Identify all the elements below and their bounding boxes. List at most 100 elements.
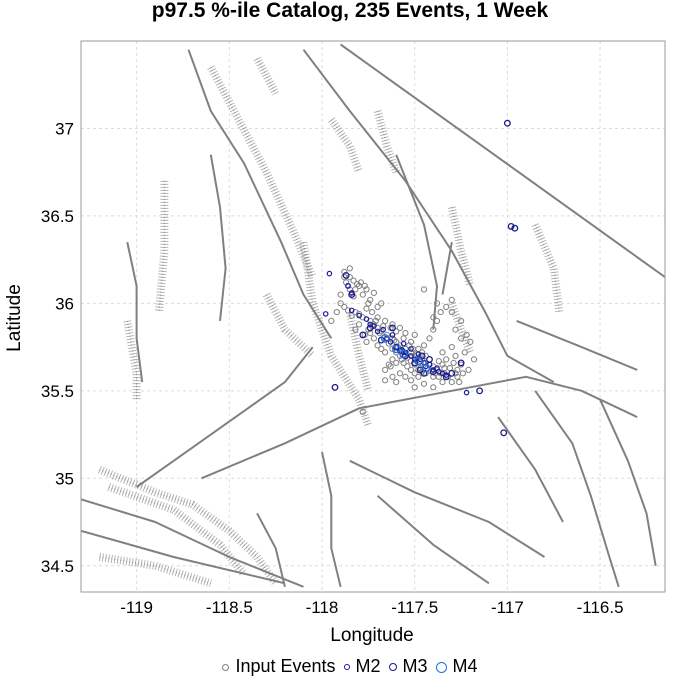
legend-label: M2	[355, 656, 381, 676]
event-marker-input	[456, 379, 463, 386]
event-marker-m3	[448, 369, 456, 377]
event-marker-input	[346, 274, 353, 281]
event-marker-m2	[363, 316, 370, 322]
event-marker-input	[454, 366, 461, 373]
fault-line	[256, 512, 286, 588]
event-marker-input	[448, 344, 455, 351]
event-marker-input	[433, 300, 441, 307]
x-tick-label: -119	[120, 598, 153, 617]
event-marker-input	[341, 303, 348, 310]
event-marker-input	[430, 384, 437, 391]
event-marker-m3	[389, 324, 396, 332]
legend-marker-icon	[435, 661, 447, 673]
event-marker-input	[402, 330, 409, 337]
legend: Input Events M2 M3 M4	[0, 655, 700, 677]
legend-item-m2: M2	[343, 655, 381, 677]
event-marker-input	[461, 349, 468, 356]
dotted-fault-line	[210, 66, 314, 278]
event-marker-input	[357, 279, 364, 286]
event-marker-m2	[356, 312, 362, 319]
event-points	[322, 119, 519, 437]
event-marker-m3	[476, 387, 484, 395]
event-marker-input	[441, 365, 448, 372]
dotted-fault-line	[303, 242, 369, 426]
event-marker-input	[450, 359, 457, 366]
event-marker-input	[452, 370, 459, 377]
event-marker-m2	[380, 326, 387, 333]
event-marker-input	[443, 303, 450, 310]
event-marker-m2	[408, 346, 414, 352]
event-marker-input	[378, 300, 385, 307]
event-marker-input	[393, 328, 400, 335]
event-marker-input	[407, 366, 415, 373]
event-marker-input	[363, 286, 370, 293]
fault-line	[126, 241, 144, 383]
tick-labels: -119 -118.5 -118 -117.5 -117 -116.5 34.5 35 35.5…	[41, 119, 624, 617]
event-marker-input	[402, 373, 409, 380]
event-marker-m2	[463, 389, 470, 396]
event-marker-m3	[507, 222, 515, 230]
event-marker-input	[380, 323, 387, 330]
event-marker-input	[382, 317, 389, 324]
event-marker-input	[365, 300, 372, 307]
chart-title: p97.5 %-ile Catalog, 235 Events, 1 Week	[151, 0, 549, 22]
event-marker-input	[385, 361, 392, 368]
event-marker-m3	[426, 355, 433, 363]
event-marker-m3	[331, 383, 339, 391]
event-marker-input	[420, 380, 428, 387]
event-marker-input	[467, 338, 474, 345]
event-marker-input	[333, 309, 340, 316]
event-marker-m3	[420, 369, 428, 377]
event-marker-input	[454, 373, 461, 380]
event-marker-m3	[511, 224, 519, 232]
event-marker-input	[439, 361, 446, 368]
event-marker-input	[439, 349, 446, 356]
fault-line	[516, 319, 638, 371]
fault-line	[187, 49, 333, 339]
event-marker-m3	[500, 429, 508, 437]
event-marker-input	[452, 326, 459, 333]
event-marker-input	[365, 326, 372, 333]
event-marker-input	[420, 286, 428, 293]
event-marker-input	[382, 377, 389, 384]
event-marker-input	[369, 309, 376, 316]
plot-frame	[80, 40, 666, 593]
event-marker-input	[374, 342, 381, 349]
legend-marker-icon	[222, 663, 230, 671]
fault-line	[321, 451, 342, 588]
event-marker-input	[459, 370, 466, 377]
y-tick-label: 36	[55, 294, 74, 313]
event-marker-input	[359, 408, 366, 415]
event-marker-m4	[380, 334, 390, 343]
event-marker-input	[370, 321, 377, 328]
event-marker-input	[382, 349, 389, 356]
event-marker-input	[420, 342, 428, 349]
event-marker-input	[389, 321, 396, 328]
event-marker-input	[361, 282, 368, 289]
event-marker-input	[396, 324, 403, 331]
event-marker-m2	[345, 283, 351, 289]
event-marker-input	[341, 268, 348, 275]
x-tick-label: -117.5	[391, 598, 438, 617]
event-marker-input	[437, 309, 444, 316]
event-marker-input	[426, 335, 433, 342]
legend-item-m4: M4	[435, 655, 478, 677]
event-marker-input	[367, 296, 374, 303]
event-marker-input	[458, 335, 465, 342]
x-tick-label: -116.5	[577, 598, 624, 617]
event-marker-input	[435, 358, 442, 365]
map-plot: -119 -118.5 -118 -117.5 -117 -116.5 34.5 35 35.5…	[4, 40, 666, 646]
event-marker-input	[337, 291, 344, 298]
event-marker-input	[415, 373, 422, 380]
event-marker-input	[407, 377, 415, 384]
event-marker-input	[359, 291, 366, 298]
event-marker-m2	[389, 332, 396, 338]
event-marker-input	[430, 314, 437, 321]
fault-line	[497, 416, 564, 523]
event-marker-input	[374, 314, 381, 321]
event-marker-input	[354, 281, 361, 288]
event-marker-m2	[400, 340, 407, 347]
event-marker-input	[463, 331, 470, 338]
event-marker-m2	[322, 311, 329, 317]
event-marker-m2	[387, 339, 394, 345]
